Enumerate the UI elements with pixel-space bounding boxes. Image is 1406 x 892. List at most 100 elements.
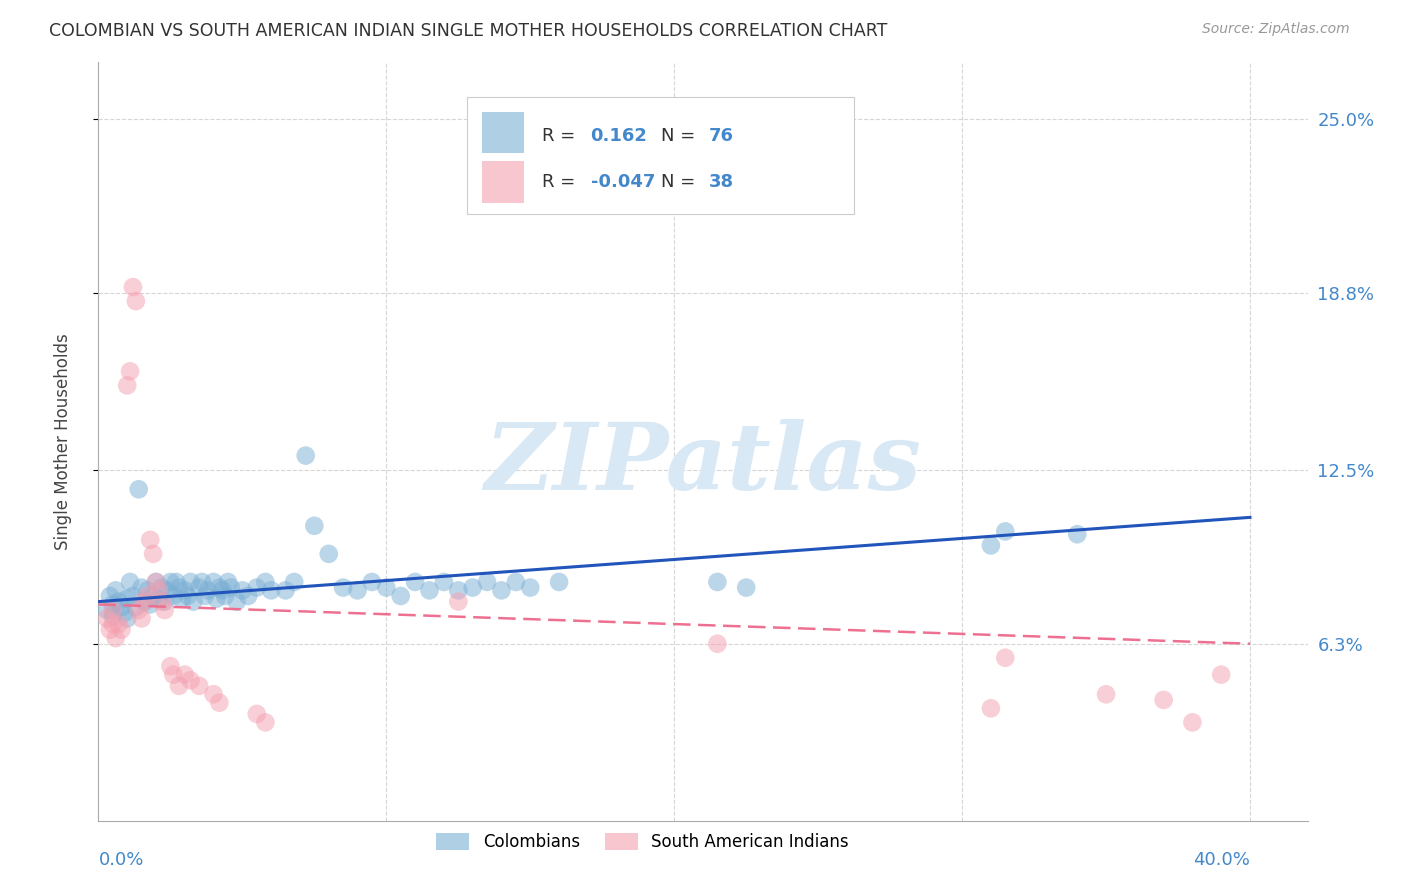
Point — [1181, 715, 1204, 730]
Point — [214, 589, 236, 603]
Text: 0.162: 0.162 — [591, 127, 647, 145]
Point — [110, 600, 132, 615]
Point — [231, 583, 253, 598]
Point — [162, 589, 184, 603]
Point — [274, 583, 297, 598]
Point — [122, 280, 145, 294]
Point — [101, 603, 124, 617]
Point — [139, 598, 162, 612]
Point — [188, 581, 211, 595]
Point — [188, 679, 211, 693]
Point — [994, 524, 1017, 539]
Point — [159, 574, 181, 589]
Point — [101, 617, 124, 632]
Point — [142, 589, 165, 603]
Point — [125, 294, 148, 309]
Text: 40.0%: 40.0% — [1194, 851, 1250, 869]
Point — [167, 581, 190, 595]
Point — [156, 583, 179, 598]
Point — [120, 574, 142, 589]
Point — [202, 574, 225, 589]
Text: -0.047: -0.047 — [591, 173, 655, 191]
Point — [980, 538, 1002, 552]
Point — [294, 449, 316, 463]
Point — [162, 667, 184, 681]
Point — [246, 581, 269, 595]
Point — [1095, 687, 1118, 701]
Text: 38: 38 — [709, 173, 734, 191]
Point — [96, 611, 118, 625]
Point — [136, 589, 159, 603]
Point — [194, 589, 217, 603]
Text: N =: N = — [661, 127, 700, 145]
Point — [225, 594, 247, 608]
Point — [104, 631, 127, 645]
Point — [389, 589, 412, 603]
Point — [122, 589, 145, 603]
Point — [134, 594, 156, 608]
Point — [150, 581, 173, 595]
Point — [125, 600, 148, 615]
FancyBboxPatch shape — [467, 96, 855, 214]
Point — [115, 591, 138, 606]
Point — [150, 594, 173, 608]
Point — [980, 701, 1002, 715]
Point — [211, 583, 233, 598]
Text: COLOMBIAN VS SOUTH AMERICAN INDIAN SINGLE MOTHER HOUSEHOLDS CORRELATION CHART: COLOMBIAN VS SOUTH AMERICAN INDIAN SINGL… — [49, 22, 887, 40]
Point — [361, 574, 384, 589]
Point — [180, 574, 202, 589]
Point — [202, 687, 225, 701]
Point — [236, 589, 259, 603]
Legend: Colombians, South American Indians: Colombians, South American Indians — [429, 826, 856, 858]
Point — [98, 589, 121, 603]
Point — [104, 583, 127, 598]
Point — [153, 594, 176, 608]
Point — [418, 583, 440, 598]
Point — [180, 673, 202, 688]
Point — [254, 715, 277, 730]
Text: 0.0%: 0.0% — [98, 851, 143, 869]
Point — [136, 583, 159, 598]
Point — [208, 696, 231, 710]
Point — [115, 611, 138, 625]
Point — [110, 623, 132, 637]
Point — [254, 574, 277, 589]
Point — [994, 650, 1017, 665]
Point — [101, 608, 124, 623]
Text: N =: N = — [661, 173, 700, 191]
Point — [1211, 667, 1233, 681]
Point — [246, 706, 269, 721]
Point — [165, 574, 187, 589]
Point — [1153, 693, 1175, 707]
Point — [447, 594, 470, 608]
Point — [131, 611, 153, 625]
Point — [219, 581, 242, 595]
Point — [491, 583, 513, 598]
Point — [115, 378, 138, 392]
Text: Source: ZipAtlas.com: Source: ZipAtlas.com — [1202, 22, 1350, 37]
Point — [145, 574, 167, 589]
Point — [375, 581, 398, 595]
Point — [167, 679, 190, 693]
Point — [404, 574, 426, 589]
Point — [134, 594, 156, 608]
FancyBboxPatch shape — [482, 161, 524, 202]
Text: 76: 76 — [709, 127, 734, 145]
Point — [519, 581, 541, 595]
Y-axis label: Single Mother Households: Single Mother Households — [53, 334, 72, 549]
Point — [706, 637, 728, 651]
Point — [505, 574, 527, 589]
Point — [142, 547, 165, 561]
Point — [318, 547, 340, 561]
Point — [208, 581, 231, 595]
Point — [148, 583, 170, 598]
Point — [735, 581, 758, 595]
Point — [128, 603, 150, 617]
Point — [664, 182, 686, 196]
Point — [475, 574, 498, 589]
Point — [433, 574, 456, 589]
Point — [461, 581, 484, 595]
Text: R =: R = — [543, 127, 581, 145]
Point — [283, 574, 305, 589]
Point — [191, 574, 214, 589]
